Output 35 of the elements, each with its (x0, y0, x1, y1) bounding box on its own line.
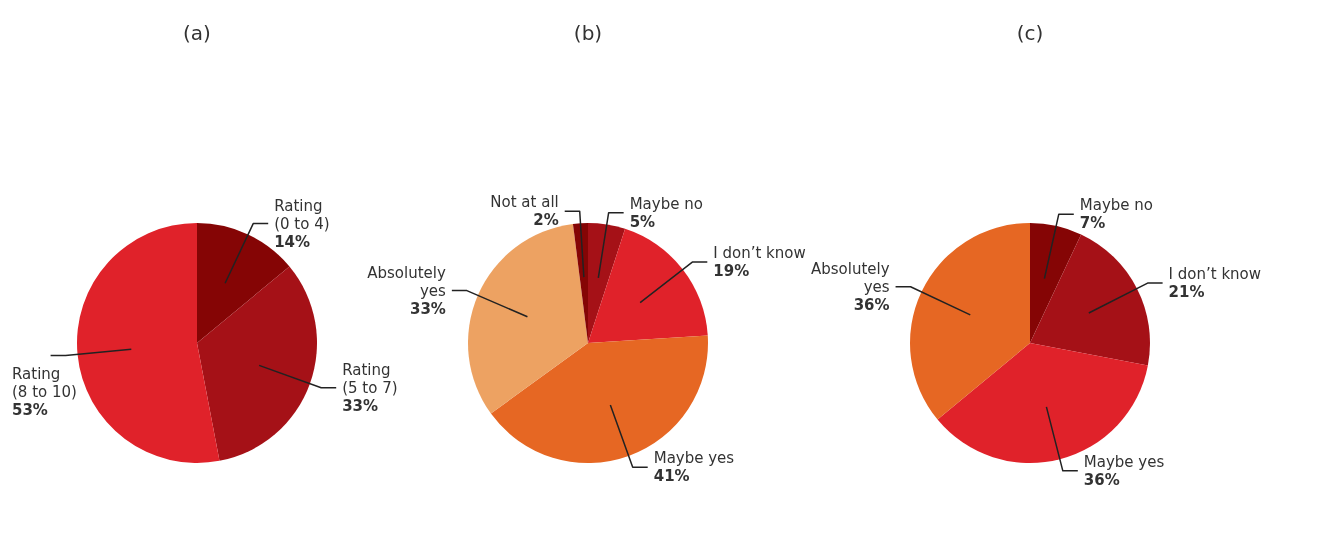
slice-label: Rating (8 to 10) (12, 365, 77, 402)
pie-slice (468, 223, 588, 414)
slice-label: Maybe yes (1083, 452, 1165, 471)
data-label: 2% (533, 211, 559, 230)
data-label: 14% (274, 232, 311, 251)
chart-title: (a) (183, 21, 211, 45)
pie-slice (77, 223, 220, 463)
pie-slice (1030, 234, 1150, 366)
slice-label: Maybe no (1079, 196, 1154, 215)
data-label: 21% (1168, 283, 1205, 302)
data-label: 53% (12, 401, 48, 420)
data-label: 36% (1083, 470, 1120, 489)
data-label: 36% (853, 295, 890, 314)
slice-label: Maybe yes (653, 449, 735, 468)
slice-label: Absolutely yes (810, 259, 890, 296)
pie-slice (588, 228, 708, 343)
slice-label: Not at all (490, 193, 559, 212)
data-label: 41% (653, 467, 690, 486)
slice-label: Rating (5 to 7) (342, 360, 398, 397)
pie-slice (1030, 223, 1082, 343)
data-label: 33% (409, 299, 446, 318)
slice-label: Maybe no (629, 194, 703, 213)
data-label: 33% (342, 396, 379, 415)
data-label: 19% (713, 262, 750, 281)
pie-slice (197, 266, 317, 461)
chart-title: (c) (1016, 21, 1044, 45)
pie-slice (588, 223, 626, 343)
slice-label: Rating (0 to 4) (274, 196, 330, 233)
slice-label: I don’t know (1168, 265, 1262, 284)
slice-label: I don’t know (713, 244, 806, 263)
chart-title: (b) (573, 21, 603, 45)
slice-label: Absolutely yes (367, 263, 447, 300)
data-label: 5% (629, 212, 656, 231)
data-label: 7% (1079, 214, 1106, 233)
pie-slice (910, 223, 1030, 420)
